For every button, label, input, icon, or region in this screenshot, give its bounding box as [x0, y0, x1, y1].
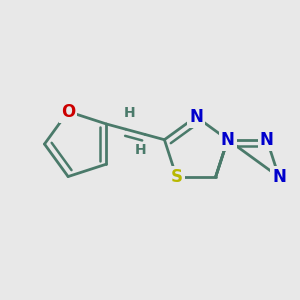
- Text: N: N: [260, 131, 274, 149]
- Text: H: H: [124, 106, 136, 120]
- Text: N: N: [189, 108, 203, 126]
- Text: N: N: [221, 131, 235, 149]
- Text: S: S: [170, 168, 182, 186]
- Text: H: H: [135, 143, 147, 157]
- Text: O: O: [61, 103, 75, 121]
- Text: N: N: [272, 168, 286, 186]
